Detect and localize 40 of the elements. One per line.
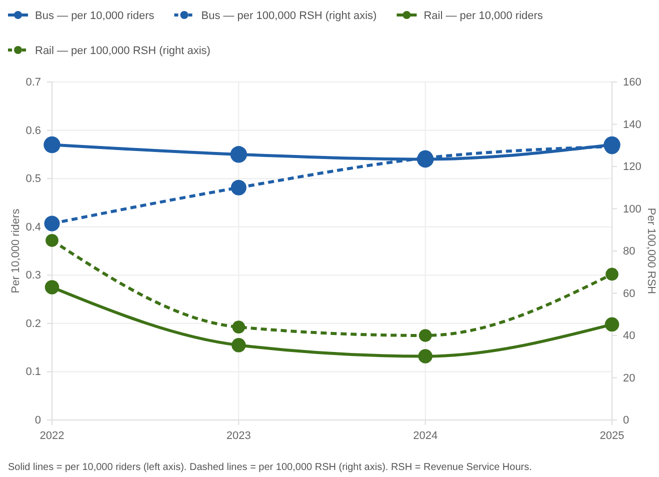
y-tick-label: 0.6 xyxy=(26,124,41,137)
legend-label: Bus — per 100,000 RSH (right axis) xyxy=(201,10,377,22)
point xyxy=(606,268,618,281)
y2-tick-label: 80 xyxy=(623,246,636,258)
point xyxy=(232,338,246,352)
y2-tick-label: 60 xyxy=(623,288,636,300)
y-tick-label: 0.7 xyxy=(26,76,41,89)
y2-tick-label: 160 xyxy=(623,76,642,89)
y2-tick-label: 40 xyxy=(623,330,636,342)
point xyxy=(44,136,60,154)
legend-label: Rail — per 10,000 riders xyxy=(424,10,544,22)
y2-tick-label: 100 xyxy=(623,203,642,216)
point xyxy=(604,317,620,332)
y-tick-label: 0 xyxy=(34,414,41,427)
y-tick-label: 0.5 xyxy=(26,173,41,186)
point xyxy=(46,234,58,247)
x-tick-label: 2022 xyxy=(40,430,64,442)
point xyxy=(44,280,60,294)
point xyxy=(230,180,246,196)
x-tick-label: 2023 xyxy=(226,430,251,442)
x-tick-label: 2025 xyxy=(600,430,624,442)
point xyxy=(232,320,246,334)
point xyxy=(44,216,60,232)
y2-tick-label: 140 xyxy=(623,118,642,131)
legend-label: Bus — per 10,000 riders xyxy=(35,10,155,22)
point xyxy=(230,146,248,163)
y-tick-label: 0.3 xyxy=(26,270,41,282)
point xyxy=(418,329,432,342)
text: Solid lines = per 10,000 riders (left axis). Dashed lines = per 100,000 RSH (right axis). RSH = Revenue Service Hours. xyxy=(8,462,532,473)
point xyxy=(418,349,432,364)
y2-tick-label: 120 xyxy=(623,161,642,174)
y2-tick-label: 20 xyxy=(623,372,636,384)
x-tick-label: 2024 xyxy=(413,430,438,442)
y-tick-label: 0.4 xyxy=(26,221,41,234)
legend-label: Rail — per 100,000 RSH (right axis) xyxy=(35,45,210,57)
y2-tick-label: 0 xyxy=(623,414,630,427)
y-tick-label: 0.2 xyxy=(26,318,41,330)
y-tick-label: 0.1 xyxy=(26,366,41,378)
y2-axis-title: Per 100,000 RSH xyxy=(645,208,657,294)
y-axis-title: Per 10,000 riders xyxy=(10,208,22,294)
